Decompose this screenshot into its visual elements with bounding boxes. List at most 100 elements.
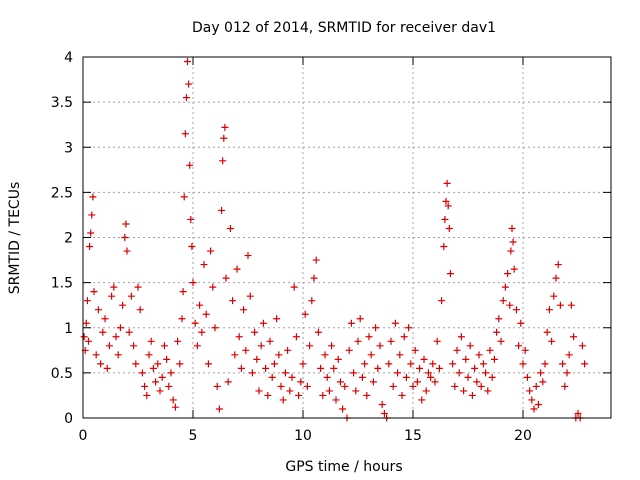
data-point bbox=[147, 337, 155, 345]
data-point bbox=[545, 306, 553, 314]
data-point bbox=[420, 355, 428, 363]
data-point bbox=[149, 364, 157, 372]
data-point bbox=[495, 315, 503, 323]
data-point bbox=[220, 134, 228, 142]
data-point bbox=[169, 396, 177, 404]
data-point bbox=[451, 382, 459, 390]
data-point bbox=[193, 342, 201, 350]
data-point bbox=[255, 387, 263, 395]
data-point bbox=[445, 224, 453, 232]
data-point bbox=[92, 351, 100, 359]
data-point bbox=[185, 80, 193, 88]
data-point bbox=[319, 391, 327, 399]
data-point bbox=[158, 373, 166, 381]
data-point bbox=[567, 301, 575, 309]
data-point bbox=[499, 297, 507, 305]
data-point bbox=[132, 360, 140, 368]
data-point bbox=[341, 382, 349, 390]
data-point bbox=[123, 247, 131, 255]
data-point bbox=[186, 161, 194, 169]
data-point bbox=[398, 391, 406, 399]
data-point bbox=[387, 337, 395, 345]
data-point bbox=[358, 373, 366, 381]
data-point bbox=[143, 391, 151, 399]
data-point bbox=[354, 337, 362, 345]
data-point bbox=[110, 283, 118, 291]
data-point bbox=[433, 337, 441, 345]
data-point bbox=[295, 391, 303, 399]
data-point bbox=[82, 319, 90, 327]
data-point bbox=[94, 306, 102, 314]
data-point bbox=[570, 333, 578, 341]
data-point bbox=[248, 369, 256, 377]
data-point bbox=[350, 369, 358, 377]
data-point bbox=[235, 333, 243, 341]
data-point bbox=[512, 306, 520, 314]
data-point bbox=[537, 369, 545, 377]
data-point bbox=[528, 396, 536, 404]
data-point bbox=[105, 342, 113, 350]
data-point bbox=[165, 382, 173, 390]
data-point bbox=[222, 274, 230, 282]
data-point bbox=[424, 369, 432, 377]
data-point bbox=[534, 400, 542, 408]
data-point bbox=[279, 396, 287, 404]
data-point bbox=[365, 333, 373, 341]
y-axis-label: SRMTID / TECUs bbox=[7, 182, 23, 295]
data-point bbox=[431, 378, 439, 386]
data-point bbox=[361, 360, 369, 368]
data-point bbox=[321, 351, 329, 359]
data-point bbox=[257, 342, 265, 350]
x-tick-label: 20 bbox=[514, 428, 532, 444]
data-point bbox=[80, 333, 88, 341]
data-point bbox=[187, 215, 195, 223]
data-point bbox=[374, 364, 382, 372]
data-point bbox=[328, 342, 336, 350]
data-point bbox=[200, 261, 208, 269]
data-point bbox=[443, 179, 451, 187]
data-point bbox=[501, 283, 509, 291]
data-point bbox=[317, 364, 325, 372]
data-point bbox=[138, 369, 146, 377]
data-point bbox=[231, 351, 239, 359]
data-point bbox=[101, 315, 109, 323]
data-point bbox=[312, 256, 320, 264]
data-point bbox=[125, 328, 133, 336]
data-point bbox=[504, 270, 512, 278]
data-point bbox=[400, 333, 408, 341]
data-point bbox=[556, 301, 564, 309]
grid bbox=[83, 57, 611, 418]
data-point bbox=[473, 378, 481, 386]
data-point bbox=[251, 328, 259, 336]
data-point bbox=[435, 364, 443, 372]
data-point bbox=[268, 373, 276, 381]
data-point bbox=[427, 373, 435, 381]
data-point bbox=[163, 355, 171, 363]
data-point bbox=[581, 360, 589, 368]
data-point bbox=[523, 373, 531, 381]
data-point bbox=[429, 360, 437, 368]
data-point bbox=[396, 351, 404, 359]
data-point bbox=[475, 351, 483, 359]
data-point bbox=[471, 364, 479, 372]
data-point bbox=[246, 292, 254, 300]
data-point bbox=[394, 369, 402, 377]
data-point bbox=[108, 292, 116, 300]
data-point bbox=[114, 351, 122, 359]
data-point bbox=[336, 378, 344, 386]
data-point bbox=[409, 382, 417, 390]
data-point bbox=[334, 355, 342, 363]
y-tick-label: 4 bbox=[64, 50, 73, 66]
data-point bbox=[160, 342, 168, 350]
data-point bbox=[539, 378, 547, 386]
data-point bbox=[179, 288, 187, 296]
data-point bbox=[103, 364, 111, 372]
data-point bbox=[88, 211, 96, 219]
data-point bbox=[87, 229, 95, 237]
data-point bbox=[207, 247, 215, 255]
data-point bbox=[517, 319, 525, 327]
y-tick-label: 1.5 bbox=[51, 276, 73, 292]
y-tick-label: 2 bbox=[64, 231, 73, 247]
data-point bbox=[488, 373, 496, 381]
